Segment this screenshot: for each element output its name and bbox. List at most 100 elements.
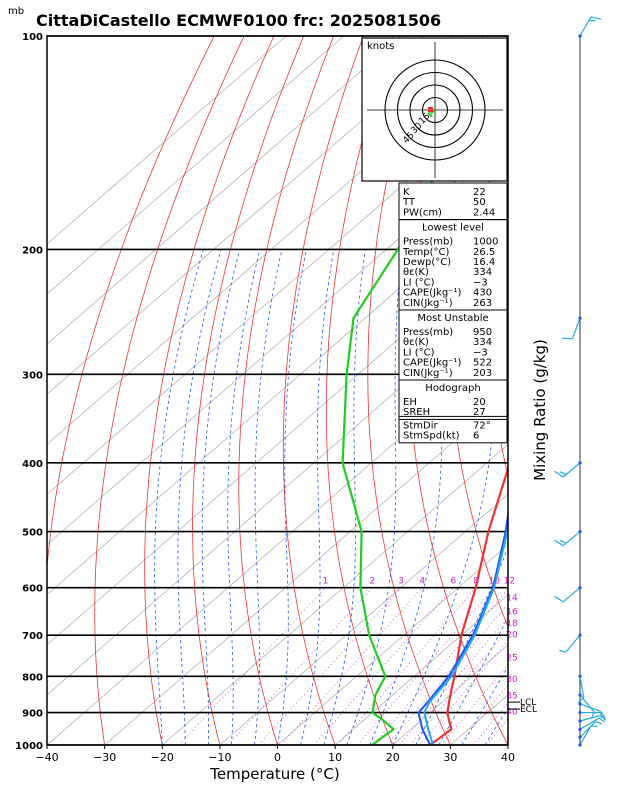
most-unstable-value: 203 — [473, 368, 492, 379]
pressure-tick-label: 1000 — [15, 741, 43, 752]
basic-indices-value: 50 — [473, 197, 486, 208]
wind-barb — [578, 674, 585, 703]
most-unstable-key: Press(mb) — [403, 327, 453, 338]
x-tick-label: 20 — [386, 751, 400, 764]
wind-barb — [578, 714, 607, 723]
indices-table: K 22 TT 50 PW(cm) 2.44 Lowest level Press(mb) 10… — [398, 182, 508, 444]
x-tick-label: −30 — [93, 751, 116, 764]
most-unstable-key: LI (°C) — [403, 347, 435, 358]
most-unstable-key: θε(K) — [403, 337, 429, 348]
moist-adiabat-line — [346, 249, 403, 745]
pressure-tick-label: 400 — [22, 459, 43, 470]
pressure-tick-label: 700 — [22, 631, 43, 642]
wind-barb — [562, 316, 582, 340]
isotherm-line — [47, 193, 508, 596]
mixing-ratio-line — [357, 587, 495, 745]
pressure-axis-labels: 100 200 300 400 500 600 700 800 900 1000 — [15, 32, 43, 752]
basic-indices-key: PW(cm) — [403, 207, 442, 218]
wind-barb — [578, 725, 598, 747]
lowest-level-title: Lowest level — [422, 223, 484, 234]
mixing-ratio-label: 8 — [473, 577, 479, 587]
isotherm-line — [47, 36, 287, 245]
storm-motion-marker — [428, 107, 433, 112]
storm-motion-value: 72° — [473, 420, 491, 431]
wind-barb — [578, 16, 602, 38]
pressure-tick-label: 600 — [22, 584, 43, 595]
mixing-ratio-line — [458, 684, 508, 745]
virtual-profile-line — [423, 521, 508, 745]
lowest-level-key: CIN(Jkg⁻¹) — [403, 298, 453, 309]
most-unstable-value: −3 — [473, 347, 488, 358]
level-marker-label: ECL — [520, 705, 537, 715]
most-unstable-value: 334 — [473, 337, 492, 348]
chart-title: CittaDiCastello ECMWF0100 frc: 202508150… — [36, 11, 441, 30]
moist-adiabats — [154, 249, 508, 745]
dry-adiabat-line — [47, 36, 215, 745]
indices-background — [399, 183, 507, 443]
x-tick-label: 0 — [274, 751, 281, 764]
wind-barb — [578, 721, 603, 739]
level-marker-label: LCL — [520, 698, 536, 708]
hodograph-indices-value: 20 — [473, 397, 486, 408]
dry-adiabat-line — [325, 36, 394, 745]
mixing-ratio-label: 4 — [419, 577, 425, 587]
mixing-ratio-line — [473, 702, 508, 745]
lowest-level-value: 334 — [473, 267, 492, 278]
lowest-level-key: θε(K) — [403, 267, 429, 278]
dry-adiabat-line — [144, 36, 275, 745]
isotherm-grid — [47, 36, 508, 745]
mixing-ratio-label: 25 — [506, 653, 517, 663]
mixing-ratio-label: 20 — [506, 630, 518, 640]
hodograph-indices-box — [398, 379, 508, 420]
wind-barb — [554, 586, 582, 603]
lowest-level-key: Press(mb) — [403, 237, 453, 248]
lowest-level-value: 1000 — [473, 237, 498, 248]
isotherm-line — [47, 243, 508, 646]
moist-adiabat-line — [438, 616, 508, 745]
basic-indices-value: 2.44 — [473, 207, 495, 218]
pressure-tick-label: 100 — [22, 32, 43, 43]
isotherm-line — [162, 443, 508, 745]
mixing-ratio-label: 3 — [398, 577, 404, 587]
mixing-ratio-line — [227, 587, 373, 745]
hodograph-indices-key: EH — [403, 397, 417, 408]
plot-frame — [46, 35, 509, 746]
x-tick-label: −40 — [35, 751, 58, 764]
mixing-ratio-line — [386, 603, 508, 745]
hodograph-title: knots — [367, 41, 394, 52]
x-tick-label: −10 — [208, 751, 231, 764]
y-axis-title: Mixing Ratio (g/kg) — [531, 339, 549, 481]
mixing-ratio-line — [337, 587, 477, 745]
mixing-ratio-label: 16 — [506, 608, 518, 618]
isotherm-line — [47, 143, 508, 546]
isotherm-line — [47, 293, 508, 696]
isotherm-line — [334, 594, 508, 745]
mixing-ratio-label: 30 — [506, 675, 518, 685]
isotherm-line — [47, 36, 460, 395]
storm-motion-value: 6 — [473, 431, 479, 442]
x-tick-label: −20 — [151, 751, 174, 764]
mixing-ratio-line — [373, 588, 508, 745]
wind-barb — [578, 693, 595, 719]
hodograph-indices-value: 27 — [473, 407, 486, 418]
mixing-ratio-lines — [178, 587, 508, 745]
dry-adiabat-line — [192, 36, 305, 745]
dry-adiabat-line — [238, 36, 334, 745]
most-unstable-value: 950 — [473, 327, 492, 338]
isotherm-line — [507, 744, 508, 745]
hodograph-indices-title: Hodograph — [425, 383, 480, 394]
storm-motion-key: StmSpd(kt) — [403, 431, 460, 442]
mixing-ratio-label: 40 — [506, 707, 518, 717]
x-tick-label: 10 — [328, 751, 342, 764]
mixing-ratio-line — [178, 587, 326, 745]
temperature-axis-labels: −40 −30 −20 −10 0 10 20 30 40 — [35, 745, 515, 764]
wind-barb — [554, 461, 582, 478]
mixing-ratio-line — [399, 617, 508, 745]
basic-indices-value: 22 — [473, 187, 486, 198]
isotherm-line — [219, 493, 508, 745]
mixing-ratio-label: 1 — [323, 577, 329, 587]
most-unstable-key: CAPE(Jkg⁻¹) — [403, 358, 461, 369]
mixing-ratio-label: 14 — [506, 593, 518, 603]
